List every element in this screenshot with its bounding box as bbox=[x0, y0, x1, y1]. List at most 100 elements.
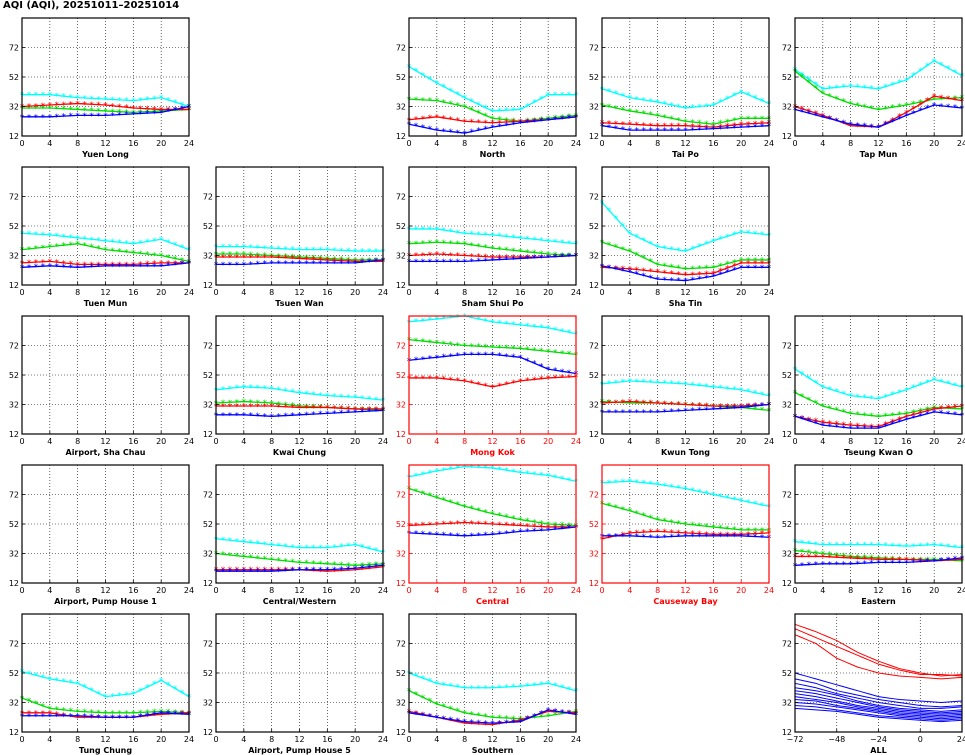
series-line-red bbox=[601, 262, 769, 276]
x-tick-label: 20 bbox=[929, 586, 939, 595]
data-point-cyan: * bbox=[469, 684, 474, 694]
data-point-blue: * bbox=[89, 713, 94, 723]
data-point-cyan: * bbox=[290, 246, 295, 256]
data-point-blue: * bbox=[304, 259, 309, 269]
y-tick-label: 32 bbox=[589, 401, 599, 410]
data-point-green: * bbox=[683, 118, 688, 128]
data-point-red: * bbox=[41, 258, 46, 268]
data-point-cyan: * bbox=[462, 463, 467, 473]
data-point-blue: * bbox=[82, 263, 87, 273]
data-point-cyan: * bbox=[96, 237, 101, 247]
data-point-green: * bbox=[414, 96, 419, 106]
data-point-cyan: * bbox=[925, 62, 930, 72]
data-point-green: * bbox=[55, 105, 60, 115]
data-point-green: * bbox=[96, 709, 101, 719]
x-tick-label: 16 bbox=[901, 586, 911, 595]
y-tick-label: 72 bbox=[9, 640, 19, 649]
x-tick-label: 16 bbox=[708, 437, 718, 446]
data-point-green: * bbox=[235, 398, 240, 408]
data-point-blue: * bbox=[124, 262, 129, 272]
series-line-blue bbox=[794, 687, 963, 712]
data-point-blue: * bbox=[353, 408, 358, 418]
data-point-blue: * bbox=[607, 123, 612, 133]
data-point-cyan: * bbox=[249, 384, 254, 394]
data-point-cyan: * bbox=[117, 239, 122, 249]
data-point-red: * bbox=[304, 567, 309, 577]
data-point-green: * bbox=[476, 712, 481, 722]
data-point-red: * bbox=[841, 554, 846, 564]
data-point-blue: * bbox=[876, 559, 881, 569]
data-point-blue: * bbox=[435, 258, 440, 268]
data-point-green: * bbox=[318, 560, 323, 570]
data-point-green: * bbox=[27, 697, 32, 707]
data-point-cyan: * bbox=[690, 487, 695, 497]
data-point-blue: * bbox=[82, 713, 87, 723]
data-point-cyan: * bbox=[414, 225, 419, 235]
series-line-red bbox=[794, 405, 963, 428]
data-point-blue: * bbox=[173, 106, 178, 116]
data-point-cyan: * bbox=[497, 232, 502, 242]
data-point-blue: * bbox=[110, 714, 115, 724]
panel-title-sham-shui-po: Sham Shui Po bbox=[461, 299, 524, 308]
data-point-cyan: * bbox=[835, 84, 840, 94]
data-point-blue: * bbox=[669, 276, 674, 286]
data-point-cyan: * bbox=[131, 97, 136, 107]
data-point-green: * bbox=[483, 112, 488, 122]
data-point-blue: * bbox=[311, 259, 316, 269]
data-point-blue: * bbox=[346, 259, 351, 269]
data-point-cyan: * bbox=[242, 538, 247, 548]
data-point-red: * bbox=[725, 265, 730, 275]
data-point-blue: * bbox=[539, 254, 544, 264]
y-tick-label: 72 bbox=[203, 193, 213, 202]
data-point-red: * bbox=[462, 720, 467, 730]
data-point-blue: * bbox=[683, 127, 688, 137]
data-point-blue: * bbox=[504, 719, 509, 729]
data-point-green: * bbox=[648, 514, 653, 524]
data-point-red: * bbox=[855, 422, 860, 432]
data-point-red: * bbox=[131, 714, 136, 724]
data-point-green: * bbox=[435, 239, 440, 249]
data-point-cyan: * bbox=[283, 543, 288, 553]
data-point-red: * bbox=[96, 101, 101, 111]
data-point-red: * bbox=[269, 402, 274, 412]
data-point-red: * bbox=[360, 258, 365, 268]
data-point-blue: * bbox=[228, 568, 233, 578]
data-point-blue: * bbox=[662, 127, 667, 137]
data-point-red: * bbox=[800, 105, 805, 115]
data-point-green: * bbox=[242, 251, 247, 261]
data-point-red: * bbox=[228, 402, 233, 412]
data-point-blue: * bbox=[911, 558, 916, 568]
series-line-blue bbox=[794, 682, 963, 709]
data-point-blue: * bbox=[607, 264, 612, 274]
data-point-cyan: * bbox=[117, 692, 122, 702]
data-point-blue: * bbox=[476, 532, 481, 542]
panel-title-north: North bbox=[480, 150, 506, 159]
data-point-blue: * bbox=[642, 533, 647, 543]
data-point-red: * bbox=[159, 259, 164, 269]
data-point-green: * bbox=[55, 242, 60, 252]
y-tick-label: 52 bbox=[589, 520, 599, 529]
data-point-red: * bbox=[642, 399, 647, 409]
x-tick-label: 0 bbox=[792, 586, 797, 595]
y-tick-label: 12 bbox=[396, 281, 406, 290]
data-point-blue: * bbox=[428, 530, 433, 540]
data-point-cyan: * bbox=[725, 95, 730, 105]
data-point-cyan: * bbox=[311, 391, 316, 401]
y-tick-label: 52 bbox=[203, 520, 213, 529]
data-point-green: * bbox=[614, 504, 619, 514]
y-tick-label: 32 bbox=[203, 550, 213, 559]
panel-title-causeway-bay: Causeway Bay bbox=[653, 597, 718, 606]
x-tick-label: 8 bbox=[655, 288, 660, 297]
data-point-blue: * bbox=[297, 411, 302, 421]
data-point-cyan: * bbox=[262, 384, 267, 394]
data-point-red: * bbox=[442, 251, 447, 261]
y-tick-label: 32 bbox=[9, 550, 19, 559]
data-point-cyan: * bbox=[428, 316, 433, 326]
data-point-cyan: * bbox=[374, 396, 379, 406]
data-point-green: * bbox=[621, 399, 626, 409]
data-point-green: * bbox=[828, 551, 833, 561]
data-point-cyan: * bbox=[27, 91, 32, 101]
data-point-red: * bbox=[546, 116, 551, 126]
data-point-cyan: * bbox=[869, 541, 874, 551]
